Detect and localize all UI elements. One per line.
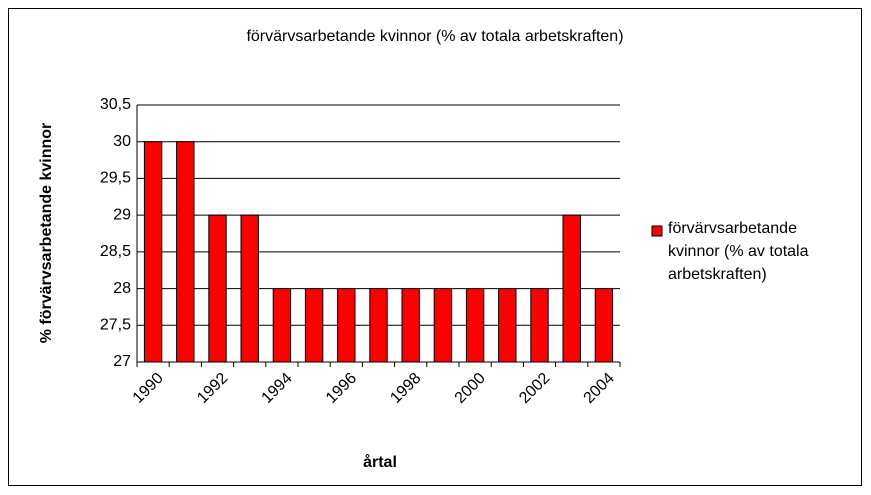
- bar: [369, 288, 388, 363]
- legend-label: förvärvsarbetande kvinnor (% av totala a…: [668, 220, 809, 283]
- bar: [562, 214, 581, 363]
- y-tick-label: 27: [113, 353, 131, 370]
- y-tick-label: 30,5: [100, 96, 131, 113]
- bar: [401, 288, 420, 363]
- bar: [337, 288, 356, 363]
- bar: [240, 214, 259, 363]
- bar: [530, 288, 549, 363]
- y-tick-label: 27,5: [100, 317, 131, 334]
- bar: [272, 288, 292, 363]
- y-tick-label: 29: [113, 206, 131, 223]
- bar: [143, 141, 163, 363]
- legend-swatch: [651, 225, 663, 237]
- y-tick-label: 30: [113, 133, 131, 150]
- bar: [176, 141, 195, 363]
- y-tick-label: 29,5: [100, 170, 131, 187]
- bar: [498, 288, 517, 363]
- x-axis-title: årtal: [363, 453, 397, 471]
- y-tick-label: 28: [113, 280, 131, 297]
- bar: [594, 288, 614, 363]
- chart-title: förvärvsarbetande kvinnor (% av totala a…: [246, 28, 623, 45]
- bar: [465, 288, 485, 363]
- y-tick-label: 28,5: [100, 243, 131, 260]
- bar: [304, 288, 324, 363]
- legend-entry: förvärvsarbetande kvinnor (% av totala a…: [668, 220, 809, 283]
- y-axis-title: % förvärvsarbetande kvinnor: [38, 123, 55, 344]
- bar: [433, 288, 453, 363]
- bar: [208, 214, 227, 363]
